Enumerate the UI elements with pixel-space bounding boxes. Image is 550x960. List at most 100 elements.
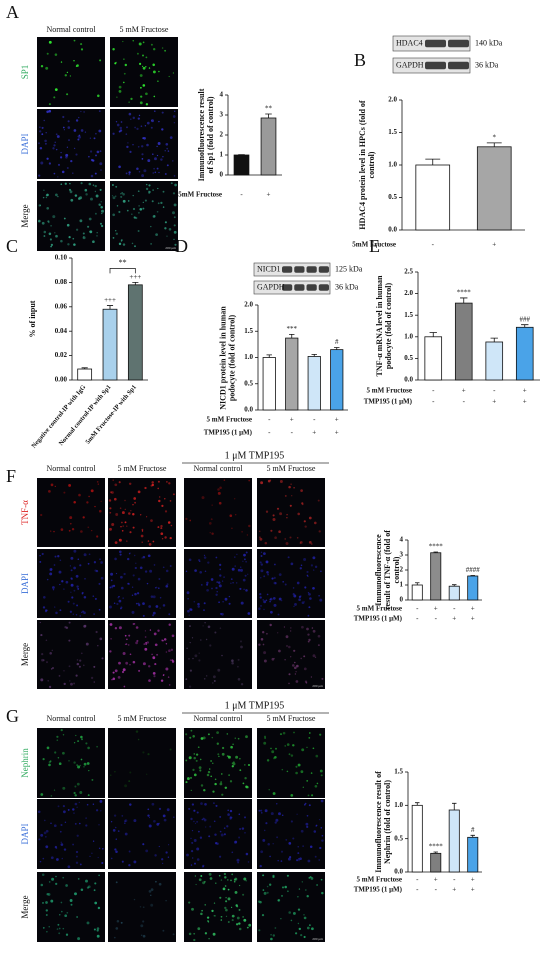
cell-signal	[195, 883, 197, 886]
cell-signal	[126, 540, 128, 542]
cell-signal	[87, 225, 90, 228]
cell-signal	[120, 193, 122, 195]
cell-signal	[127, 200, 130, 202]
cell-signal	[166, 808, 170, 812]
cell-signal	[221, 654, 223, 657]
cell-signal	[113, 936, 116, 939]
cell-signal	[307, 859, 311, 863]
cell-signal	[55, 133, 58, 136]
cell-signal	[218, 874, 221, 877]
row-label: Merge	[20, 643, 30, 666]
cell-signal	[136, 167, 139, 170]
cell-signal	[43, 189, 45, 191]
cell-signal	[188, 614, 190, 616]
bar	[77, 368, 93, 381]
cell-signal	[142, 614, 145, 617]
cell-signal	[80, 530, 83, 533]
cell-signal	[111, 679, 113, 681]
cell-signal	[192, 768, 195, 772]
cell-signal	[157, 526, 160, 529]
condition-label: -	[416, 605, 419, 613]
cell-signal	[110, 857, 113, 860]
cell-signal	[151, 483, 154, 487]
cell-signal	[238, 927, 242, 931]
cell-signal	[225, 900, 228, 903]
cell-signal	[242, 578, 246, 582]
cell-signal	[172, 160, 174, 162]
cell-signal	[228, 595, 231, 598]
cell-signal	[144, 125, 147, 127]
cell-signal	[75, 855, 78, 858]
bar	[430, 552, 442, 601]
y-tick-label: 0.0	[388, 226, 397, 234]
cell-signal	[269, 623, 272, 627]
cell-signal	[134, 126, 136, 129]
cell-signal	[80, 888, 84, 892]
cell-signal	[194, 654, 198, 658]
cell-signal	[115, 185, 118, 188]
cell-signal	[153, 95, 156, 98]
cell-signal	[263, 608, 265, 611]
cell-signal	[214, 833, 217, 836]
cell-signal	[77, 135, 79, 138]
y-tick-label: 0.08	[55, 278, 68, 286]
cell-signal	[50, 899, 54, 903]
cell-signal	[189, 519, 192, 522]
blot-size: 140 kDa	[475, 38, 503, 47]
cell-signal	[304, 586, 307, 589]
significance: +++	[129, 273, 141, 281]
cell-signal	[189, 669, 192, 672]
cell-signal	[225, 896, 227, 899]
cell-signal	[122, 597, 125, 600]
cell-signal	[152, 672, 156, 675]
cell-signal	[277, 899, 281, 902]
cell-signal	[132, 40, 134, 42]
cell-signal	[227, 755, 231, 759]
blot-lane	[318, 266, 329, 273]
cell-signal	[111, 195, 114, 197]
cell-signal	[221, 773, 223, 775]
cell-signal	[114, 557, 117, 561]
cell-signal	[278, 573, 282, 576]
y-tick-label: 1.0	[404, 332, 413, 340]
cell-signal	[45, 196, 48, 199]
cell-signal	[163, 818, 167, 822]
cell-signal	[100, 561, 103, 564]
cell-signal	[142, 920, 145, 923]
cell-signal	[171, 660, 175, 663]
cell-signal	[317, 644, 320, 647]
cell-signal	[281, 768, 284, 771]
cell-signal	[287, 556, 290, 559]
cell-signal	[318, 859, 320, 861]
cell-signal	[83, 596, 87, 599]
cell-signal	[230, 745, 233, 749]
cell-signal	[87, 526, 90, 529]
cell-signal	[202, 625, 204, 627]
cell-signal	[297, 922, 300, 925]
cell-signal	[227, 920, 230, 924]
cell-signal	[296, 537, 299, 539]
blot-protein: GAPDH	[396, 60, 424, 69]
cell-signal	[138, 669, 141, 672]
cell-signal	[146, 773, 148, 775]
cell-signal	[270, 610, 273, 614]
cell-signal	[269, 597, 273, 601]
cell-signal	[164, 510, 168, 513]
cell-signal	[245, 735, 248, 739]
cell-signal	[152, 172, 154, 174]
cell-signal	[270, 529, 273, 532]
cell-signal	[82, 516, 85, 519]
cell-signal	[47, 220, 50, 223]
error-bar	[415, 802, 420, 806]
cell-signal	[300, 933, 303, 937]
cell-signal	[40, 833, 44, 837]
cell-signal	[45, 66, 49, 70]
cell-signal	[319, 846, 322, 850]
cell-signal	[121, 192, 124, 194]
cell-signal	[58, 675, 61, 677]
cell-signal	[272, 843, 274, 845]
cell-signal	[260, 563, 264, 566]
cell-signal	[223, 576, 225, 578]
cell-signal	[108, 499, 112, 502]
cell-signal	[64, 74, 68, 77]
